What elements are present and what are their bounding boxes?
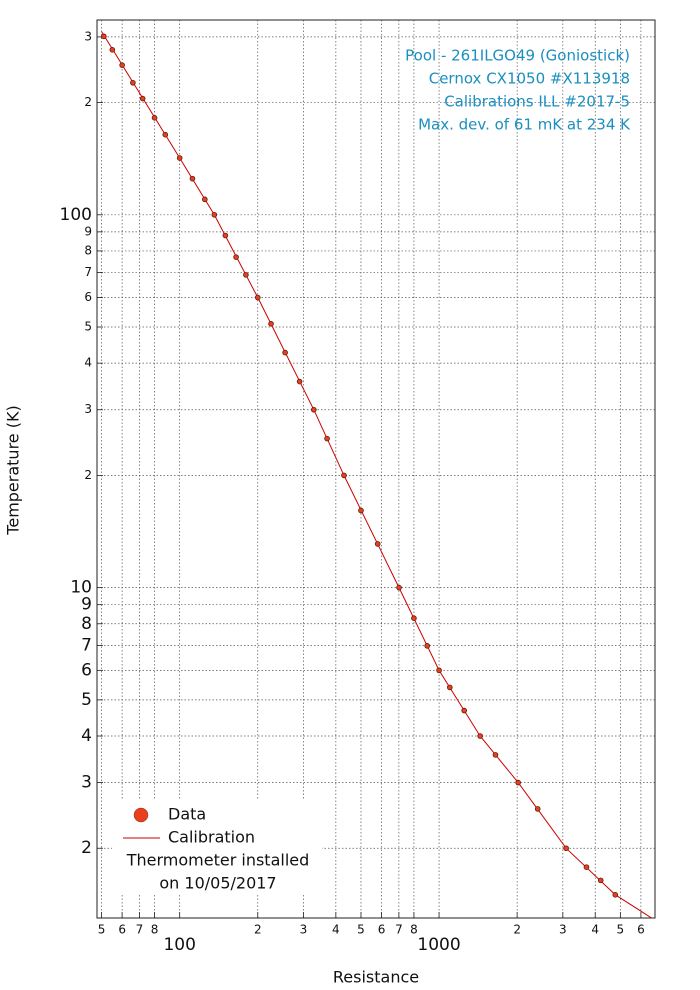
data-point bbox=[341, 472, 347, 479]
x-axis-label: Resistance bbox=[333, 968, 419, 987]
annotation: Cernox CX1050 #X113918 bbox=[429, 70, 630, 88]
y-tick-label: 4 bbox=[81, 726, 92, 746]
data-point bbox=[101, 33, 107, 40]
data-point bbox=[396, 584, 402, 591]
note: Thermometer installed bbox=[126, 851, 310, 870]
y-tick-label: 3 bbox=[84, 29, 92, 43]
note: on 10/05/2017 bbox=[159, 874, 276, 893]
x-tick-label: 100 bbox=[163, 935, 195, 955]
y-axis-label: Temperature (K) bbox=[4, 405, 23, 535]
annotation: Calibrations ILL #2017-5 bbox=[444, 93, 630, 111]
calibration-line bbox=[101, 31, 652, 918]
y-tick-label: 6 bbox=[81, 660, 92, 680]
data-point bbox=[311, 406, 317, 413]
data-point bbox=[282, 349, 288, 356]
y-tick-label: 5 bbox=[81, 690, 92, 710]
data-point bbox=[446, 684, 453, 691]
x-tick-label: 1000 bbox=[417, 935, 460, 955]
x-tick-label: 4 bbox=[332, 923, 340, 937]
data-point bbox=[151, 115, 158, 121]
data-point bbox=[534, 806, 541, 812]
data-point bbox=[436, 667, 442, 674]
x-tick-label: 3 bbox=[559, 923, 567, 937]
data-point bbox=[176, 155, 183, 161]
x-tick-label: 2 bbox=[254, 923, 262, 937]
x-tick-label: 4 bbox=[591, 923, 599, 937]
y-tick-label: 3 bbox=[81, 773, 92, 793]
legend-label: Calibration bbox=[168, 828, 255, 847]
data-point bbox=[612, 892, 619, 898]
x-tick-label: 3 bbox=[300, 923, 308, 937]
y-tick-label: 2 bbox=[81, 838, 92, 858]
x-tick-label: 6 bbox=[637, 923, 645, 937]
data-point bbox=[597, 877, 604, 884]
x-tick-label: 6 bbox=[118, 923, 126, 937]
y-tick-label: 4 bbox=[84, 356, 92, 370]
x-tick-label: 5 bbox=[357, 923, 365, 937]
data-point bbox=[411, 615, 417, 621]
data-point bbox=[222, 232, 229, 239]
y-tick-label: 7 bbox=[81, 635, 92, 655]
y-tick-label: 8 bbox=[81, 614, 92, 634]
data-point bbox=[461, 707, 467, 714]
legend-label: Data bbox=[168, 805, 206, 824]
data-point bbox=[492, 752, 499, 758]
data-point bbox=[243, 272, 249, 278]
data-point bbox=[202, 196, 208, 203]
data-point bbox=[424, 643, 430, 649]
data-point bbox=[324, 435, 330, 442]
y-tick-label: 6 bbox=[84, 290, 92, 304]
data-point bbox=[254, 294, 261, 301]
x-tick-label: 7 bbox=[136, 923, 144, 937]
x-tick-label: 5 bbox=[98, 923, 106, 937]
x-tick-label: 8 bbox=[410, 923, 418, 937]
y-tick-label: 100 bbox=[60, 205, 92, 225]
x-tick-label: 6 bbox=[378, 923, 386, 937]
data-point bbox=[296, 378, 303, 385]
legend-marker bbox=[133, 807, 149, 823]
y-tick-label: 9 bbox=[81, 595, 92, 615]
annotation: Pool - 261ILGO49 (Goniostick) bbox=[405, 47, 630, 65]
data-point bbox=[233, 254, 239, 260]
y-tick-label: 5 bbox=[84, 320, 92, 334]
data-point bbox=[119, 62, 125, 68]
annotation: Max. dev. of 61 mK at 234 K bbox=[418, 116, 631, 134]
y-tick-label: 3 bbox=[84, 402, 92, 416]
data-point bbox=[211, 211, 218, 218]
data-point bbox=[162, 131, 169, 138]
x-tick-label: 7 bbox=[395, 923, 403, 937]
y-tick-label: 10 bbox=[70, 578, 92, 598]
data-point bbox=[139, 95, 146, 102]
data-point bbox=[515, 779, 521, 786]
x-tick-label: 2 bbox=[513, 923, 521, 937]
plot-frame bbox=[96, 19, 656, 919]
data-point bbox=[563, 845, 569, 852]
data-point bbox=[583, 864, 590, 870]
plot-area bbox=[101, 31, 652, 918]
data-point bbox=[189, 175, 196, 182]
data-point bbox=[374, 541, 381, 547]
data-point bbox=[268, 321, 274, 327]
y-tick-label: 7 bbox=[84, 265, 92, 279]
data-point bbox=[130, 79, 136, 86]
x-tick-label: 8 bbox=[151, 923, 159, 937]
x-tick-label: 5 bbox=[617, 923, 625, 937]
y-tick-label: 2 bbox=[84, 95, 92, 109]
y-tick-label: 2 bbox=[84, 468, 92, 482]
y-tick-label: 8 bbox=[84, 243, 92, 257]
data-point bbox=[109, 47, 116, 53]
data-point bbox=[358, 507, 364, 514]
y-tick-label: 9 bbox=[84, 224, 92, 238]
data-point bbox=[477, 733, 483, 739]
